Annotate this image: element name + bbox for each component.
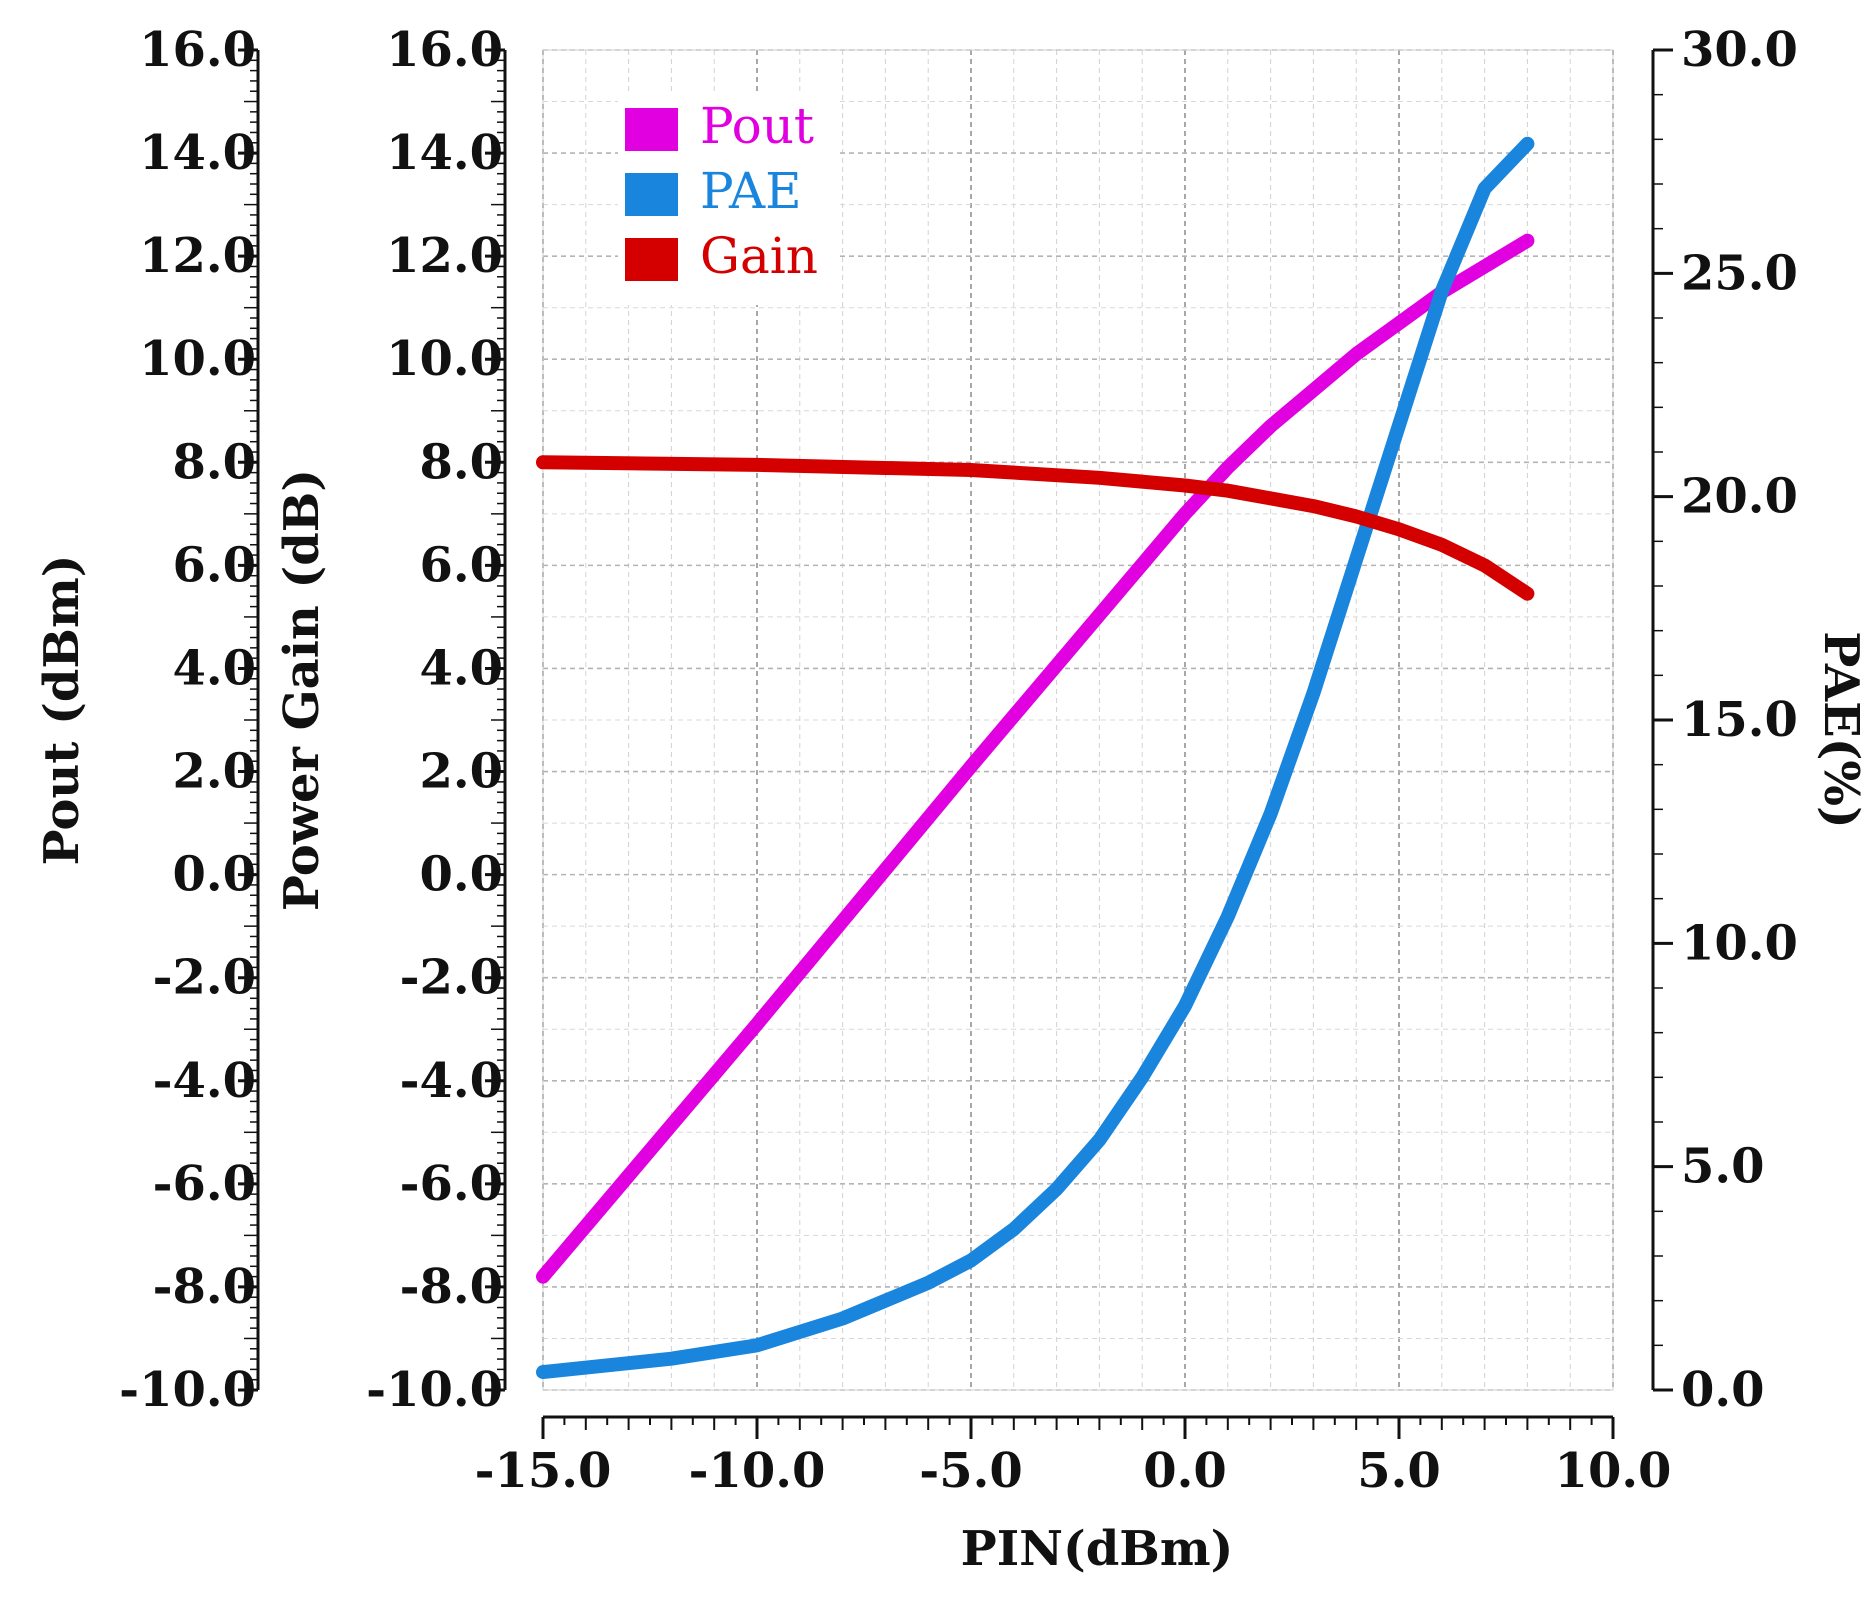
y-tick-label-pout: 12.0 bbox=[139, 228, 256, 284]
y-tick-label-gain: -6.0 bbox=[400, 1156, 503, 1212]
y-tick-label-pout: -6.0 bbox=[153, 1156, 256, 1212]
y-tick-label-pout: 6.0 bbox=[172, 537, 256, 593]
y-tick-label-pout: 4.0 bbox=[172, 640, 256, 696]
y-tick-label-pout: 10.0 bbox=[139, 331, 256, 387]
y-tick-label-pout: -8.0 bbox=[153, 1259, 256, 1315]
y-tick-label-gain: 6.0 bbox=[419, 537, 503, 593]
y-tick-label-gain: -4.0 bbox=[400, 1053, 503, 1109]
y-tick-label-gain: 10.0 bbox=[386, 331, 503, 387]
axes bbox=[238, 48, 1673, 1439]
y-tick-label-pae: 10.0 bbox=[1681, 915, 1798, 971]
x-tick-label: -10.0 bbox=[689, 1443, 826, 1499]
tick-labels: -15.0 -10.0 -5.0 0.0 5.0 10.0 -10.0 -10.0 -8.0 -8… bbox=[119, 22, 1798, 1499]
y-tick-label-gain: -8.0 bbox=[400, 1259, 503, 1315]
x-tick-label: 0.0 bbox=[1143, 1443, 1227, 1499]
y-tick-label-gain: -2.0 bbox=[400, 950, 503, 1006]
x-tick-label: 5.0 bbox=[1357, 1443, 1441, 1499]
legend-label-pout: Pout bbox=[700, 97, 814, 155]
x-tick-label: 10.0 bbox=[1555, 1443, 1672, 1499]
y-axis-title-pae: PAE(%) bbox=[1813, 631, 1869, 828]
y-tick-label-gain: 2.0 bbox=[419, 744, 503, 800]
y-tick-label-gain: 8.0 bbox=[419, 434, 503, 490]
y-tick-label-pae: 30.0 bbox=[1681, 22, 1798, 78]
y-axis-title-gain: Power Gain (dB) bbox=[274, 469, 330, 911]
legend-swatch-pout bbox=[625, 108, 678, 151]
y-tick-label-gain: -10.0 bbox=[366, 1362, 503, 1418]
y-tick-label-pae: 5.0 bbox=[1681, 1139, 1765, 1195]
legend-label-pae: PAE bbox=[700, 162, 802, 220]
y-tick-label-pae: 0.0 bbox=[1681, 1362, 1765, 1418]
y-tick-label-pae: 25.0 bbox=[1681, 245, 1798, 301]
y-tick-label-pout: 0.0 bbox=[172, 847, 256, 903]
plot-area-frame bbox=[542, 49, 1614, 1391]
y-tick-label-gain: 16.0 bbox=[386, 22, 503, 78]
series-line-pae bbox=[536, 136, 1535, 1380]
series-lines bbox=[536, 136, 1535, 1380]
y-tick-label-gain: 0.0 bbox=[419, 847, 503, 903]
y-tick-label-pae: 20.0 bbox=[1681, 469, 1798, 525]
y-tick-label-pout: -2.0 bbox=[153, 950, 256, 1006]
y-tick-label-pout: 2.0 bbox=[172, 744, 256, 800]
y-tick-label-pout: 14.0 bbox=[139, 125, 256, 181]
series-line-gain bbox=[536, 455, 1535, 601]
y-tick-label-gain: 14.0 bbox=[386, 125, 503, 181]
y-tick-label-gain: 12.0 bbox=[386, 228, 503, 284]
x-axis-title: PIN(dBm) bbox=[961, 1521, 1234, 1577]
legend-swatch-pae bbox=[625, 173, 678, 216]
x-tick-label: -15.0 bbox=[475, 1443, 612, 1499]
y-tick-label-pout: -10.0 bbox=[119, 1362, 256, 1418]
legend-swatch-gain bbox=[625, 238, 678, 281]
y-axis-title-pout: Pout (dBm) bbox=[34, 555, 90, 866]
legend: Pout PAE Gain bbox=[618, 95, 840, 305]
y-tick-label-gain: 4.0 bbox=[419, 640, 503, 696]
legend-label-gain: Gain bbox=[700, 227, 818, 285]
y-tick-label-pout: 16.0 bbox=[139, 22, 256, 78]
x-tick-label: -5.0 bbox=[919, 1443, 1022, 1499]
y-tick-label-pae: 15.0 bbox=[1681, 692, 1798, 748]
y-tick-label-pout: 8.0 bbox=[172, 434, 256, 490]
y-tick-label-pout: -4.0 bbox=[153, 1053, 256, 1109]
